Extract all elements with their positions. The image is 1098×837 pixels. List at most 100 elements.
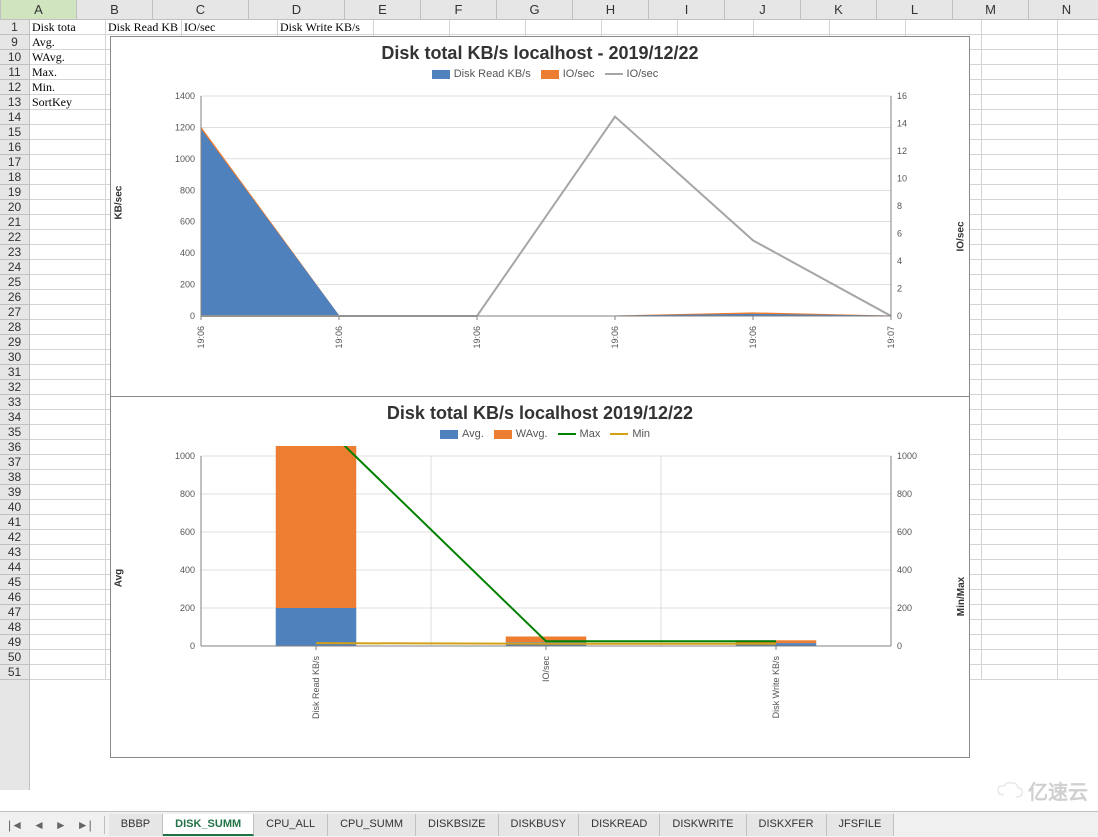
tab-nav-button[interactable]: ►| <box>75 816 94 834</box>
row-header-42[interactable]: 42 <box>0 530 29 545</box>
cell-N14[interactable] <box>1058 110 1098 125</box>
worksheet-grid[interactable]: 1910111213141516171819202122232425262728… <box>0 20 1098 790</box>
cell-N19[interactable] <box>1058 185 1098 200</box>
cell-N25[interactable] <box>1058 275 1098 290</box>
cell-N39[interactable] <box>1058 485 1098 500</box>
row-header-18[interactable]: 18 <box>0 170 29 185</box>
cell-A35[interactable] <box>30 425 106 440</box>
cell-A15[interactable] <box>30 125 106 140</box>
cell-N28[interactable] <box>1058 320 1098 335</box>
cell-M21[interactable] <box>982 215 1058 230</box>
cell-N45[interactable] <box>1058 575 1098 590</box>
cell-M39[interactable] <box>982 485 1058 500</box>
tab-diskbsize[interactable]: DISKBSIZE <box>416 814 498 836</box>
cell-N20[interactable] <box>1058 200 1098 215</box>
cell-A30[interactable] <box>30 350 106 365</box>
cell-M50[interactable] <box>982 650 1058 665</box>
cell-N50[interactable] <box>1058 650 1098 665</box>
cell-K1[interactable] <box>830 20 906 35</box>
row-header-9[interactable]: 9 <box>0 35 29 50</box>
column-header-G[interactable]: G <box>497 0 573 19</box>
cell-D1[interactable]: Disk Write KB/s <box>278 20 374 35</box>
cell-M31[interactable] <box>982 365 1058 380</box>
cell-A46[interactable] <box>30 590 106 605</box>
row-header-28[interactable]: 28 <box>0 320 29 335</box>
row-header-43[interactable]: 43 <box>0 545 29 560</box>
cell-M48[interactable] <box>982 620 1058 635</box>
cell-M49[interactable] <box>982 635 1058 650</box>
cell-N48[interactable] <box>1058 620 1098 635</box>
cell-N16[interactable] <box>1058 140 1098 155</box>
cell-M46[interactable] <box>982 590 1058 605</box>
cell-M27[interactable] <box>982 305 1058 320</box>
tab-jfsfile[interactable]: JFSFILE <box>827 814 895 836</box>
cell-A16[interactable] <box>30 140 106 155</box>
cell-A43[interactable] <box>30 545 106 560</box>
cell-M36[interactable] <box>982 440 1058 455</box>
cell-A36[interactable] <box>30 440 106 455</box>
cell-A32[interactable] <box>30 380 106 395</box>
cell-M9[interactable] <box>982 35 1058 50</box>
cell-N38[interactable] <box>1058 470 1098 485</box>
cell-N1[interactable] <box>1058 20 1098 35</box>
cell-A47[interactable] <box>30 605 106 620</box>
cell-M18[interactable] <box>982 170 1058 185</box>
row-header-33[interactable]: 33 <box>0 395 29 410</box>
cell-A21[interactable] <box>30 215 106 230</box>
cell-A19[interactable] <box>30 185 106 200</box>
cell-M13[interactable] <box>982 95 1058 110</box>
tab-diskwrite[interactable]: DISKWRITE <box>660 814 746 836</box>
cell-M20[interactable] <box>982 200 1058 215</box>
cell-A38[interactable] <box>30 470 106 485</box>
cell-A9[interactable]: Avg. <box>30 35 106 50</box>
cell-N31[interactable] <box>1058 365 1098 380</box>
cell-M16[interactable] <box>982 140 1058 155</box>
row-header-19[interactable]: 19 <box>0 185 29 200</box>
cell-N12[interactable] <box>1058 80 1098 95</box>
row-header-12[interactable]: 12 <box>0 80 29 95</box>
cell-A44[interactable] <box>30 560 106 575</box>
tab-diskxfer[interactable]: DISKXFER <box>747 814 827 836</box>
cell-A26[interactable] <box>30 290 106 305</box>
cell-N10[interactable] <box>1058 50 1098 65</box>
cell-M33[interactable] <box>982 395 1058 410</box>
cell-N43[interactable] <box>1058 545 1098 560</box>
cell-N47[interactable] <box>1058 605 1098 620</box>
row-header-21[interactable]: 21 <box>0 215 29 230</box>
cell-A1[interactable]: Disk tota <box>30 20 106 35</box>
cell-A49[interactable] <box>30 635 106 650</box>
row-header-17[interactable]: 17 <box>0 155 29 170</box>
cell-N24[interactable] <box>1058 260 1098 275</box>
cell-A10[interactable]: WAvg. <box>30 50 106 65</box>
cell-M23[interactable] <box>982 245 1058 260</box>
tab-diskbusy[interactable]: DISKBUSY <box>499 814 580 836</box>
column-header-A[interactable]: A <box>1 0 77 19</box>
cell-M28[interactable] <box>982 320 1058 335</box>
column-header-F[interactable]: F <box>421 0 497 19</box>
cell-N15[interactable] <box>1058 125 1098 140</box>
cell-M10[interactable] <box>982 50 1058 65</box>
row-header-30[interactable]: 30 <box>0 350 29 365</box>
cell-N40[interactable] <box>1058 500 1098 515</box>
cell-M40[interactable] <box>982 500 1058 515</box>
cell-M19[interactable] <box>982 185 1058 200</box>
column-header-I[interactable]: I <box>649 0 725 19</box>
cell-J1[interactable] <box>754 20 830 35</box>
cell-A42[interactable] <box>30 530 106 545</box>
row-header-24[interactable]: 24 <box>0 260 29 275</box>
cell-A29[interactable] <box>30 335 106 350</box>
cell-E1[interactable] <box>374 20 450 35</box>
cell-M29[interactable] <box>982 335 1058 350</box>
cell-H1[interactable] <box>602 20 678 35</box>
cell-A51[interactable] <box>30 665 106 680</box>
cell-M26[interactable] <box>982 290 1058 305</box>
cell-A48[interactable] <box>30 620 106 635</box>
column-header-E[interactable]: E <box>345 0 421 19</box>
cell-A33[interactable] <box>30 395 106 410</box>
cell-A13[interactable]: SortKey <box>30 95 106 110</box>
row-header-32[interactable]: 32 <box>0 380 29 395</box>
column-header-H[interactable]: H <box>573 0 649 19</box>
tab-nav-button[interactable]: ► <box>53 816 69 834</box>
cell-N37[interactable] <box>1058 455 1098 470</box>
column-header-M[interactable]: M <box>953 0 1029 19</box>
